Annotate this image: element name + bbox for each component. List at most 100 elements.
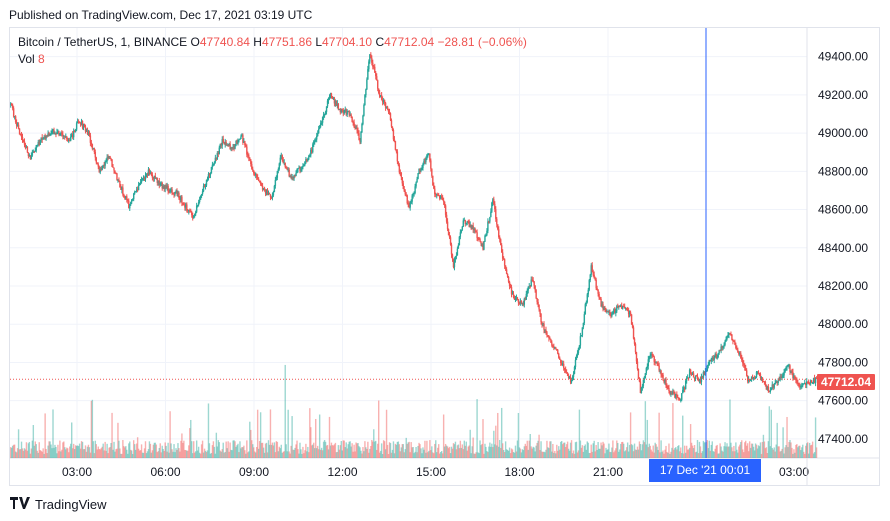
close-value: 47712.04 bbox=[384, 35, 435, 49]
candle-body bbox=[366, 79, 368, 90]
candle-body bbox=[120, 186, 122, 190]
candle-body bbox=[614, 308, 616, 314]
candle-body bbox=[144, 174, 147, 179]
candle-body bbox=[67, 138, 69, 141]
candle-body bbox=[727, 334, 729, 336]
volume-bar bbox=[625, 447, 628, 458]
candle-body bbox=[537, 301, 539, 305]
candle-body bbox=[338, 109, 341, 111]
volume-bar bbox=[440, 450, 443, 458]
volume-label: Vol bbox=[18, 52, 35, 66]
candle-body bbox=[195, 205, 198, 212]
volume-bar bbox=[121, 453, 123, 458]
candle-body bbox=[779, 376, 781, 381]
candle-body bbox=[79, 122, 82, 125]
candle-body bbox=[168, 191, 170, 193]
volume-bar bbox=[46, 453, 48, 458]
candle-body bbox=[678, 397, 680, 400]
volume-bar bbox=[64, 447, 66, 458]
volume-bar bbox=[586, 441, 588, 458]
candle-body bbox=[446, 221, 449, 230]
candle-body bbox=[468, 221, 470, 228]
volume-bar bbox=[706, 440, 709, 458]
candle-body bbox=[342, 110, 344, 114]
y-tick-label: 48600.00 bbox=[818, 203, 868, 217]
volume-bar bbox=[185, 450, 187, 458]
candle-body bbox=[698, 379, 701, 381]
volume-bar bbox=[118, 440, 120, 458]
candle-body bbox=[595, 279, 597, 289]
candle-body bbox=[20, 134, 23, 137]
volume-bar bbox=[82, 449, 85, 458]
brand[interactable]: TradingView bbox=[10, 496, 107, 512]
candle-body bbox=[288, 169, 290, 177]
volume-bar bbox=[187, 450, 189, 458]
candle-body bbox=[223, 142, 225, 145]
candle-body bbox=[641, 385, 644, 388]
candle-body bbox=[23, 141, 26, 145]
candle-body bbox=[716, 357, 718, 359]
volume-bar bbox=[346, 448, 348, 458]
volume-bar bbox=[378, 452, 381, 458]
candle-body bbox=[780, 376, 782, 379]
candle-body bbox=[659, 370, 661, 372]
volume-bar bbox=[230, 449, 232, 458]
candle-body bbox=[801, 385, 803, 387]
volume-bar bbox=[673, 449, 675, 458]
volume-bar bbox=[569, 442, 572, 458]
candle-body bbox=[108, 156, 110, 159]
volume-bar bbox=[805, 445, 807, 458]
volume-bar bbox=[576, 452, 579, 458]
volume-bar bbox=[767, 441, 770, 458]
volume-bar bbox=[334, 442, 337, 458]
candle-body bbox=[98, 166, 100, 173]
candle-body bbox=[348, 111, 350, 115]
candle-body bbox=[432, 175, 434, 186]
candle-body bbox=[160, 182, 162, 184]
candle-body bbox=[360, 131, 362, 143]
candle-body bbox=[598, 293, 600, 298]
candle-body bbox=[643, 378, 646, 380]
volume-bar bbox=[690, 442, 693, 458]
candle-body bbox=[417, 173, 419, 179]
candle-body bbox=[733, 341, 735, 343]
candle-body bbox=[548, 336, 550, 339]
candle-body bbox=[481, 243, 483, 245]
candle-body bbox=[558, 353, 560, 358]
volume-bar bbox=[524, 443, 527, 458]
candle-body bbox=[429, 153, 431, 161]
volume-bar bbox=[560, 441, 562, 458]
candle-body bbox=[147, 169, 150, 176]
volume-bar bbox=[600, 442, 602, 458]
candle-body bbox=[121, 187, 123, 190]
volume-bar bbox=[585, 449, 588, 458]
candle-body bbox=[176, 191, 178, 195]
candle-body bbox=[708, 359, 711, 365]
candle-body bbox=[103, 165, 105, 167]
candle-body bbox=[744, 364, 746, 368]
volume-bar bbox=[68, 452, 70, 458]
volume-bar bbox=[664, 449, 666, 458]
candle-body bbox=[525, 293, 527, 300]
candle-body bbox=[626, 309, 629, 311]
volume-bar bbox=[429, 440, 431, 458]
candle-body bbox=[123, 194, 125, 197]
volume-bar bbox=[283, 451, 285, 458]
candle-body bbox=[567, 375, 570, 379]
candle-body bbox=[337, 103, 340, 110]
candle-body bbox=[369, 54, 371, 62]
volume-bar bbox=[286, 451, 288, 458]
chart-frame[interactable] bbox=[9, 27, 880, 486]
volume-bar bbox=[116, 448, 118, 458]
volume-bar bbox=[638, 441, 641, 458]
volume-bar bbox=[640, 450, 643, 458]
candle-body bbox=[394, 141, 397, 150]
candle-body bbox=[386, 106, 389, 109]
candle-body bbox=[612, 312, 614, 314]
volume-bar bbox=[389, 443, 392, 458]
volume-bar bbox=[394, 443, 397, 458]
volume-bar bbox=[454, 441, 457, 458]
candle-body bbox=[783, 372, 785, 376]
volume-bar bbox=[259, 412, 262, 458]
